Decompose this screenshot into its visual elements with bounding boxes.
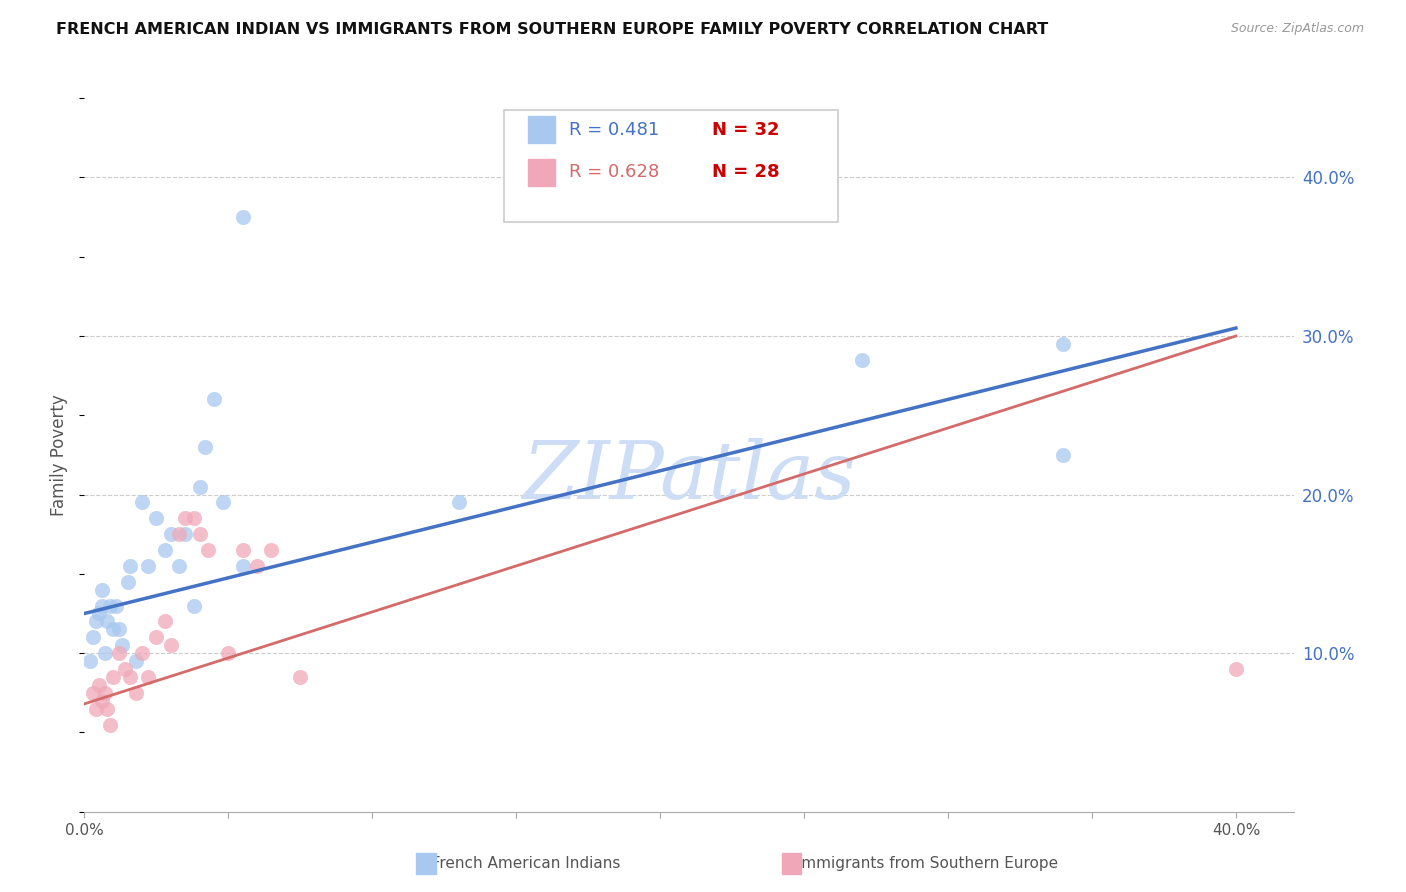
Point (447, 495, 470, 509)
Point (120, 670, 142, 684)
Point (125, 686, 148, 700)
Text: R = 0.628: R = 0.628 (569, 163, 659, 181)
Point (1052, 337, 1074, 351)
Text: Immigrants from Southern Europe: Immigrants from Southern Europe (787, 856, 1059, 871)
Point (93, 686, 115, 700)
Point (96, 615, 118, 629)
Point (183, 599, 205, 613)
Point (851, 352, 873, 367)
Point (232, 210, 254, 224)
Point (82, 630, 104, 644)
Point (90, 582, 112, 597)
Point (87, 678, 110, 692)
Point (90, 599, 112, 613)
Point (1052, 448, 1074, 462)
Point (136, 670, 159, 684)
FancyBboxPatch shape (529, 116, 555, 143)
Text: N = 28: N = 28 (711, 163, 779, 181)
Text: Source: ZipAtlas.com: Source: ZipAtlas.com (1230, 22, 1364, 36)
Y-axis label: Family Poverty: Family Poverty (51, 394, 69, 516)
Point (108, 623, 131, 637)
Point (125, 654, 148, 668)
Point (108, 646, 131, 660)
Point (117, 574, 139, 589)
Point (188, 480, 211, 494)
Point (159, 527, 181, 541)
Point (202, 392, 225, 407)
Point (290, 670, 312, 684)
Point (169, 527, 191, 541)
Point (1225, 662, 1247, 676)
Point (217, 646, 239, 660)
Point (131, 495, 153, 509)
Point (105, 599, 128, 613)
Point (260, 543, 283, 558)
Text: ZIPatlas: ZIPatlas (522, 438, 856, 515)
Point (98, 599, 121, 613)
Point (232, 543, 254, 558)
Text: N = 32: N = 32 (711, 120, 779, 138)
Point (153, 615, 176, 629)
Text: FRENCH AMERICAN INDIAN VS IMMIGRANTS FROM SOUTHERN EUROPE FAMILY POVERTY CORRELA: FRENCH AMERICAN INDIAN VS IMMIGRANTS FRO… (56, 22, 1049, 37)
Point (84, 701, 107, 715)
Point (169, 558, 191, 573)
Point (93, 646, 115, 660)
Text: R = 0.481: R = 0.481 (569, 120, 659, 138)
Point (87, 607, 110, 621)
Point (145, 511, 167, 525)
Point (111, 638, 134, 652)
Point (120, 558, 142, 573)
Point (174, 527, 197, 541)
Point (90, 694, 112, 708)
Point (183, 511, 205, 525)
Text: French American Indians: French American Indians (422, 856, 620, 871)
Point (101, 623, 124, 637)
Point (197, 543, 219, 558)
Point (82, 686, 104, 700)
FancyBboxPatch shape (503, 111, 838, 221)
Point (98, 717, 121, 731)
Point (159, 638, 181, 652)
Point (174, 511, 197, 525)
Point (131, 646, 153, 660)
Point (194, 440, 217, 454)
FancyBboxPatch shape (529, 159, 555, 186)
Point (153, 543, 176, 558)
Point (145, 630, 167, 644)
Point (114, 662, 136, 676)
Point (136, 558, 159, 573)
Point (232, 558, 254, 573)
Point (96, 701, 118, 715)
Point (84, 615, 107, 629)
Point (211, 495, 233, 509)
Point (188, 527, 211, 541)
Point (101, 670, 124, 684)
Point (246, 558, 269, 573)
Point (79, 654, 101, 668)
